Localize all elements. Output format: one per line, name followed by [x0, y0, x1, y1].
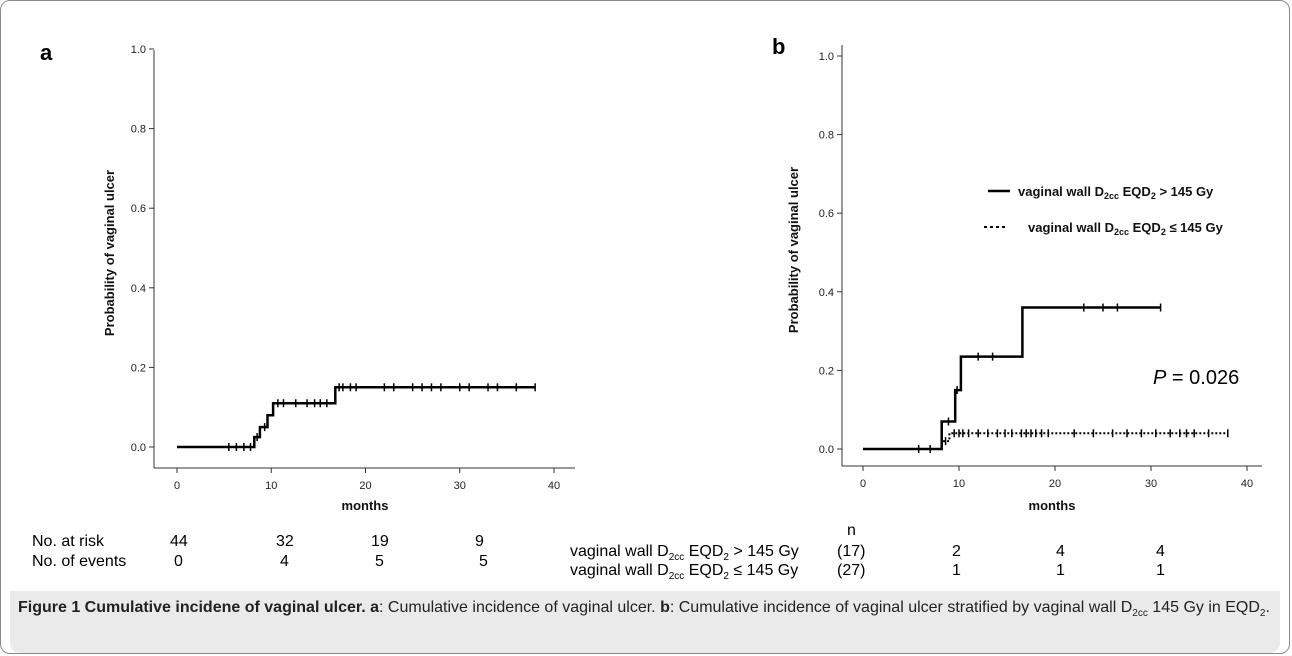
- risk-b-r0-c2: 4: [1156, 543, 1165, 560]
- panel-b-ytick-label: 0.0: [819, 444, 834, 456]
- panel-a-xtick-label: 40: [548, 480, 560, 492]
- panel-b-xtick-label: 30: [1145, 478, 1157, 490]
- panel-a-xlabel: months: [342, 498, 389, 513]
- panel-a-ytick-label: 0.6: [131, 203, 146, 215]
- risk-b-r1-c2: 1: [1156, 562, 1165, 579]
- caption-a-key: a: [370, 599, 380, 616]
- caption-b-sub: 2cc: [1132, 608, 1148, 620]
- panel-b-ytick-label: 0.8: [819, 130, 834, 142]
- panel-a-ytick-label: 0.8: [131, 124, 146, 136]
- risk-b-r0-c0: 2: [952, 543, 961, 560]
- panel-a-xtick-label: 10: [265, 480, 277, 492]
- risk-a-r1-c1: 4: [280, 553, 289, 570]
- risk-b-n-header: n: [847, 522, 856, 539]
- panel-a-xtick-label: 30: [454, 480, 466, 492]
- panel-b-ylabel: Probability of vaginal ulcer: [786, 167, 801, 333]
- panel-b-xtick-label: 10: [953, 478, 965, 490]
- panel-b-ytick-label: 1.0: [819, 51, 834, 63]
- panel-a-letter: a: [40, 40, 53, 65]
- risk-b-r1-n: (27): [837, 562, 866, 579]
- risk-a-r0-c1: 32: [276, 533, 294, 550]
- figure-caption: Figure 1 Cumulative incidene of vaginal …: [10, 591, 1280, 653]
- risk-a-r1-c2: 5: [375, 553, 384, 570]
- panel-b-letter: b: [772, 34, 785, 59]
- caption-b-sub2: 2: [1259, 608, 1266, 620]
- panel-a-xtick-label: 20: [359, 480, 371, 492]
- p-value-annotation: P = 0.026: [1153, 367, 1239, 389]
- risk-a-r1-c0: 0: [174, 553, 183, 570]
- risk-b-r0-n: (17): [837, 543, 866, 560]
- risk-b-label-1: vaginal wall D2cc EQD2 ≤ 145 Gy: [570, 562, 799, 583]
- risk-a-label-1: No. of events: [32, 553, 127, 570]
- panel-b: b Probability of vaginal ulcer months 0.…: [772, 34, 1262, 513]
- risk-a-r0-c3: 9: [475, 533, 484, 550]
- panel-b-xtick-label: 0: [860, 478, 866, 490]
- caption-a-text: : Cumulative incidence of vaginal ulcer.: [379, 599, 661, 616]
- caption-b-key: b: [660, 599, 670, 616]
- caption-title: Figure 1 Cumulative incidene of vaginal …: [18, 599, 366, 616]
- panel-a-ylabel: Probability of vaginal ulcer: [102, 170, 117, 336]
- panel-b-series-dotted-line: [863, 432, 1228, 450]
- risk-b-r1-c0: 1: [952, 562, 961, 579]
- caption-b-end: .: [1265, 599, 1270, 616]
- panel-b-series-solid-line: [863, 306, 1161, 451]
- panel-a-ytick-label: 0.0: [131, 442, 146, 454]
- panel-b-ytick-label: 0.4: [819, 287, 834, 299]
- risk-a-r0-c0: 44: [170, 533, 188, 550]
- risk-b-r0-c1: 4: [1056, 543, 1065, 560]
- panel-a: a Probability of vaginal ulcer months 0.…: [40, 40, 575, 513]
- panel-b-xlabel: months: [1029, 498, 1076, 513]
- risk-a-r1-c3: 5: [479, 553, 488, 570]
- panel-a-xtick-label: 0: [174, 480, 180, 492]
- panel-b-ytick-label: 0.2: [819, 365, 834, 377]
- risk-b-label-0: vaginal wall D2cc EQD2 > 145 Gy: [570, 543, 799, 564]
- panel-a-series-solid-line: [177, 386, 536, 449]
- panel-b-xtick-label: 40: [1241, 478, 1253, 490]
- risk-a-label-0: No. at risk: [32, 533, 105, 550]
- panel-b-xtick-label: 20: [1049, 478, 1061, 490]
- legend-solid-label: vaginal wall D2cc EQD2 > 145 Gy: [1018, 184, 1214, 201]
- risk-b-r1-c1: 1: [1056, 562, 1065, 579]
- panel-a-ytick-label: 1.0: [131, 44, 146, 56]
- risk-a-r0-c2: 19: [371, 533, 389, 550]
- caption-b-text2: 145 Gy in EQD: [1147, 599, 1260, 616]
- caption-b-text: : Cumulative incidence of vaginal ulcer …: [669, 599, 1133, 616]
- legend-dotted-label: vaginal wall D2cc EQD2 ≤ 145 Gy: [1028, 220, 1224, 237]
- panel-a-ytick-label: 0.2: [131, 362, 146, 374]
- panel-a-ytick-label: 0.4: [131, 283, 146, 295]
- panel-b-ytick-label: 0.6: [819, 208, 834, 220]
